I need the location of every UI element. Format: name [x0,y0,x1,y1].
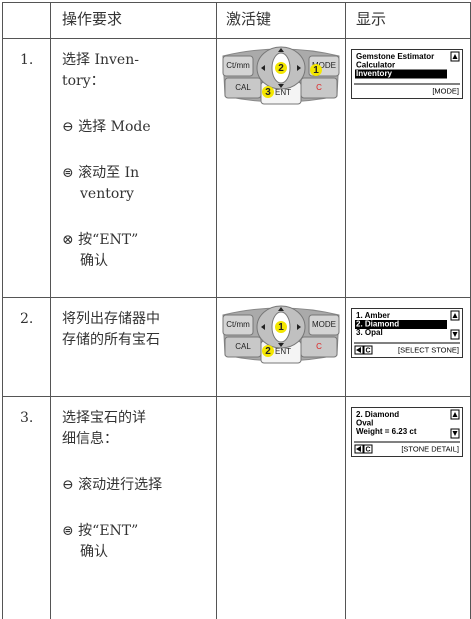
lcd-footer: [MODE] [432,86,459,95]
row-number: 3. [20,410,34,426]
instruction-line: 确认 [80,544,108,560]
key [300,336,338,358]
key [300,77,338,99]
keypad: Ct/mm MODE CAL ENT C 2 1 3 [222,46,340,105]
step-marker [262,86,274,98]
lcd-line: 2. Diamond [356,410,399,419]
instruction-line: ventory [80,186,134,202]
instruction-line: tory： [62,73,105,89]
keypad: Ct/mm MODE CAL ENT C 1 2 [222,305,340,364]
header-cell: 操作要求 [62,10,123,28]
rule [2,38,470,39]
key-label: MODE [312,320,336,329]
step-marker [262,345,274,357]
header-cell: 激活键 [226,10,272,28]
lcd-line: Weight = 6.23 ct [356,427,417,436]
step-number: 2 [278,63,284,74]
instruction-line: 存储的所有宝石 [62,332,160,348]
instruction-line: 将列出存储器中 [62,311,160,327]
lcd-line: Inventory [356,69,393,78]
key-label: C [316,83,322,92]
step-number: 1 [278,322,284,333]
instruction-line: ⊖ 滚动进行选择 [62,477,163,493]
back-arrow [356,446,361,452]
lcd-line: Gemstone Estimator [356,52,434,61]
rule [2,396,470,397]
lcd-line: 1. Amber [356,311,390,320]
c-icon [363,345,373,355]
rule [2,2,470,3]
back-arrow [356,347,361,353]
step-number: 3 [265,87,271,98]
instruction-line: 确认 [80,253,108,269]
step-marker [310,64,322,76]
scroll-down-arrow [452,332,458,337]
key [222,314,254,336]
scroll-down-arrow [452,431,458,436]
key-label: ENT [275,347,291,356]
key [222,55,254,77]
row-number: 1. [20,52,34,68]
row-number: 2. [20,311,34,327]
instruction-line: ⊜ 滚动至 In [62,165,140,181]
key-label: C [316,342,322,351]
instruction-line: ⊗ 按“ENT” [62,232,139,248]
scroll-up-arrow [452,313,458,318]
step-marker [275,321,287,333]
scroll-up-arrow [452,54,458,59]
c-icon-label: C [365,347,370,354]
lcd-footer: [STONE DETAIL] [401,444,459,453]
rule [50,2,51,619]
key-label: MODE [312,61,336,70]
key [308,314,340,336]
lcd-line: 2. Diamond [356,320,399,329]
lcd-highlight [355,320,447,329]
key-label: Ct/mm [226,320,250,329]
scroll-up-arrow [452,412,458,417]
instruction-line: 细信息： [62,431,118,447]
key-label: Ct/mm [226,61,250,70]
instruction-line: 选择 Inven- [62,52,139,68]
key-label: CAL [235,83,251,92]
instruction-line: ⊖ 选择 Mode [62,119,151,135]
c-icon [363,444,373,454]
step-number: 1 [313,65,319,76]
key-label: ENT [275,88,291,97]
rule [2,2,3,619]
rule [2,297,470,298]
lcd-line: Oval [356,419,373,428]
instruction-line: ⊜ 按“ENT” [62,523,139,539]
lcd-line: 3. Opal [356,328,383,337]
lcd-line: Calculator [356,61,395,70]
instruction-line: 选择宝石的详 [62,410,146,426]
c-icon-label: C [365,446,370,453]
header-cell: 显示 [356,10,387,28]
key-label: CAL [235,342,251,351]
step-marker [275,62,287,74]
lcd-footer: [SELECT STONE] [398,345,459,354]
lcd-highlight [355,69,447,79]
step-number: 2 [265,346,271,357]
rule [216,2,217,619]
rule [345,2,346,619]
